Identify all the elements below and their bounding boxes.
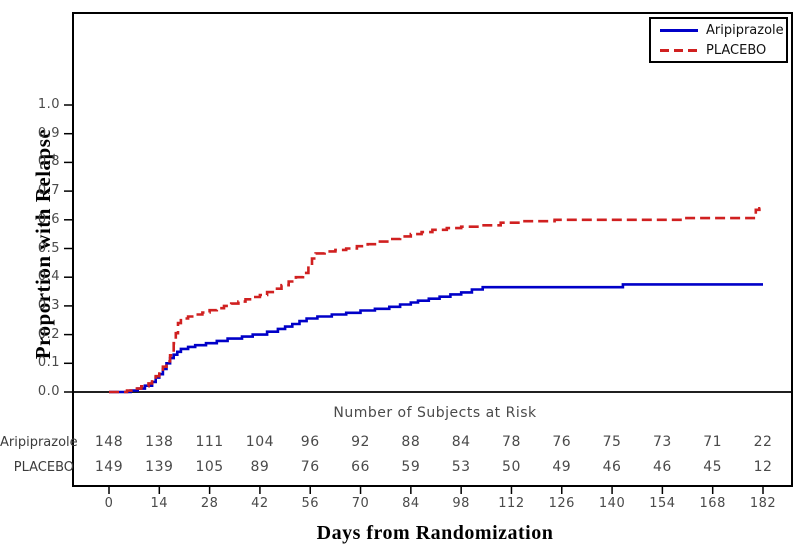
risk-value: 138: [145, 434, 174, 450]
risk-value: 76: [300, 459, 320, 475]
x-tick-label: 0: [104, 496, 114, 511]
legend-label-aripiprazole: Aripiprazole: [706, 22, 784, 38]
risk-value: 46: [652, 459, 672, 475]
legend-item-aripiprazole: Aripiprazole: [651, 22, 786, 39]
risk-row-label-aripiprazole: Aripiprazole: [0, 435, 78, 450]
x-tick-label: 98: [452, 496, 470, 511]
risk-value: 89: [250, 459, 270, 475]
risk-value: 49: [552, 459, 572, 475]
y-tick-label: 0.6: [37, 211, 60, 227]
curve-placebo: [109, 207, 763, 394]
x-tick-label: 154: [649, 496, 676, 511]
x-axis-title: Days from Randomization: [316, 522, 554, 544]
placebo-line-sample-icon: [660, 48, 698, 52]
x-tick-label: 112: [498, 496, 525, 511]
y-tick-label: 0.5: [37, 240, 60, 256]
x-tick-label: 14: [150, 496, 169, 511]
risk-value: 78: [502, 434, 521, 450]
risk-value: 92: [351, 434, 370, 450]
x-tick-label: 70: [351, 496, 370, 511]
legend-box: Aripiprazole PLACEBO: [649, 17, 788, 63]
x-tick-label: 84: [402, 496, 420, 511]
x-tick-label: 56: [301, 496, 319, 511]
y-tick-label: 0.7: [37, 183, 60, 199]
risk-value: 105: [195, 459, 224, 475]
risk-value: 84: [451, 434, 471, 450]
legend-label-placebo: PLACEBO: [706, 42, 767, 58]
y-tick-label: 0.2: [37, 326, 60, 342]
risk-value: 111: [195, 434, 224, 450]
risk-value: 139: [145, 459, 174, 475]
x-tick-label: 126: [548, 496, 575, 511]
x-tick-label: 42: [251, 496, 269, 511]
y-tick-label: 0.8: [37, 154, 60, 170]
risk-value: 96: [300, 434, 320, 450]
y-tick-label: 0.1: [37, 355, 60, 371]
curve-aripiprazole: [109, 283, 763, 394]
risk-value: 88: [401, 434, 421, 450]
risk-value: 59: [401, 459, 421, 475]
risk-value: 148: [94, 434, 124, 450]
risk-value: 53: [451, 459, 471, 475]
aripiprazole-line-sample-icon: [660, 28, 698, 32]
plot-frame: [72, 12, 793, 487]
y-tick-label: 0.4: [37, 269, 60, 285]
risk-value: 104: [245, 434, 275, 450]
x-tick-label: 182: [749, 496, 777, 511]
x-tick-label: 28: [200, 496, 219, 511]
y-tick-label: 0.0: [37, 384, 60, 399]
risk-table-title: Number of Subjects at Risk: [333, 405, 537, 421]
y-tick-label: 0.3: [37, 297, 60, 313]
y-tick-label: 0.9: [37, 125, 60, 141]
risk-value: 12: [753, 459, 773, 475]
risk-value: 149: [94, 459, 124, 475]
y-tick-label: 1.0: [37, 97, 60, 112]
risk-value: 73: [652, 434, 672, 450]
legend-item-placebo: PLACEBO: [651, 42, 786, 59]
risk-value: 45: [703, 459, 723, 475]
risk-value: 66: [351, 459, 370, 475]
risk-value: 46: [602, 459, 622, 475]
x-tick-label: 168: [699, 496, 726, 511]
x-tick-label: 140: [598, 496, 626, 511]
risk-row-label-placebo: PLACEBO: [13, 460, 74, 475]
risk-value: 76: [552, 434, 572, 450]
risk-value: 71: [703, 434, 723, 450]
risk-value: 50: [502, 459, 521, 475]
risk-value: 22: [753, 434, 773, 450]
risk-value: 75: [602, 434, 622, 450]
